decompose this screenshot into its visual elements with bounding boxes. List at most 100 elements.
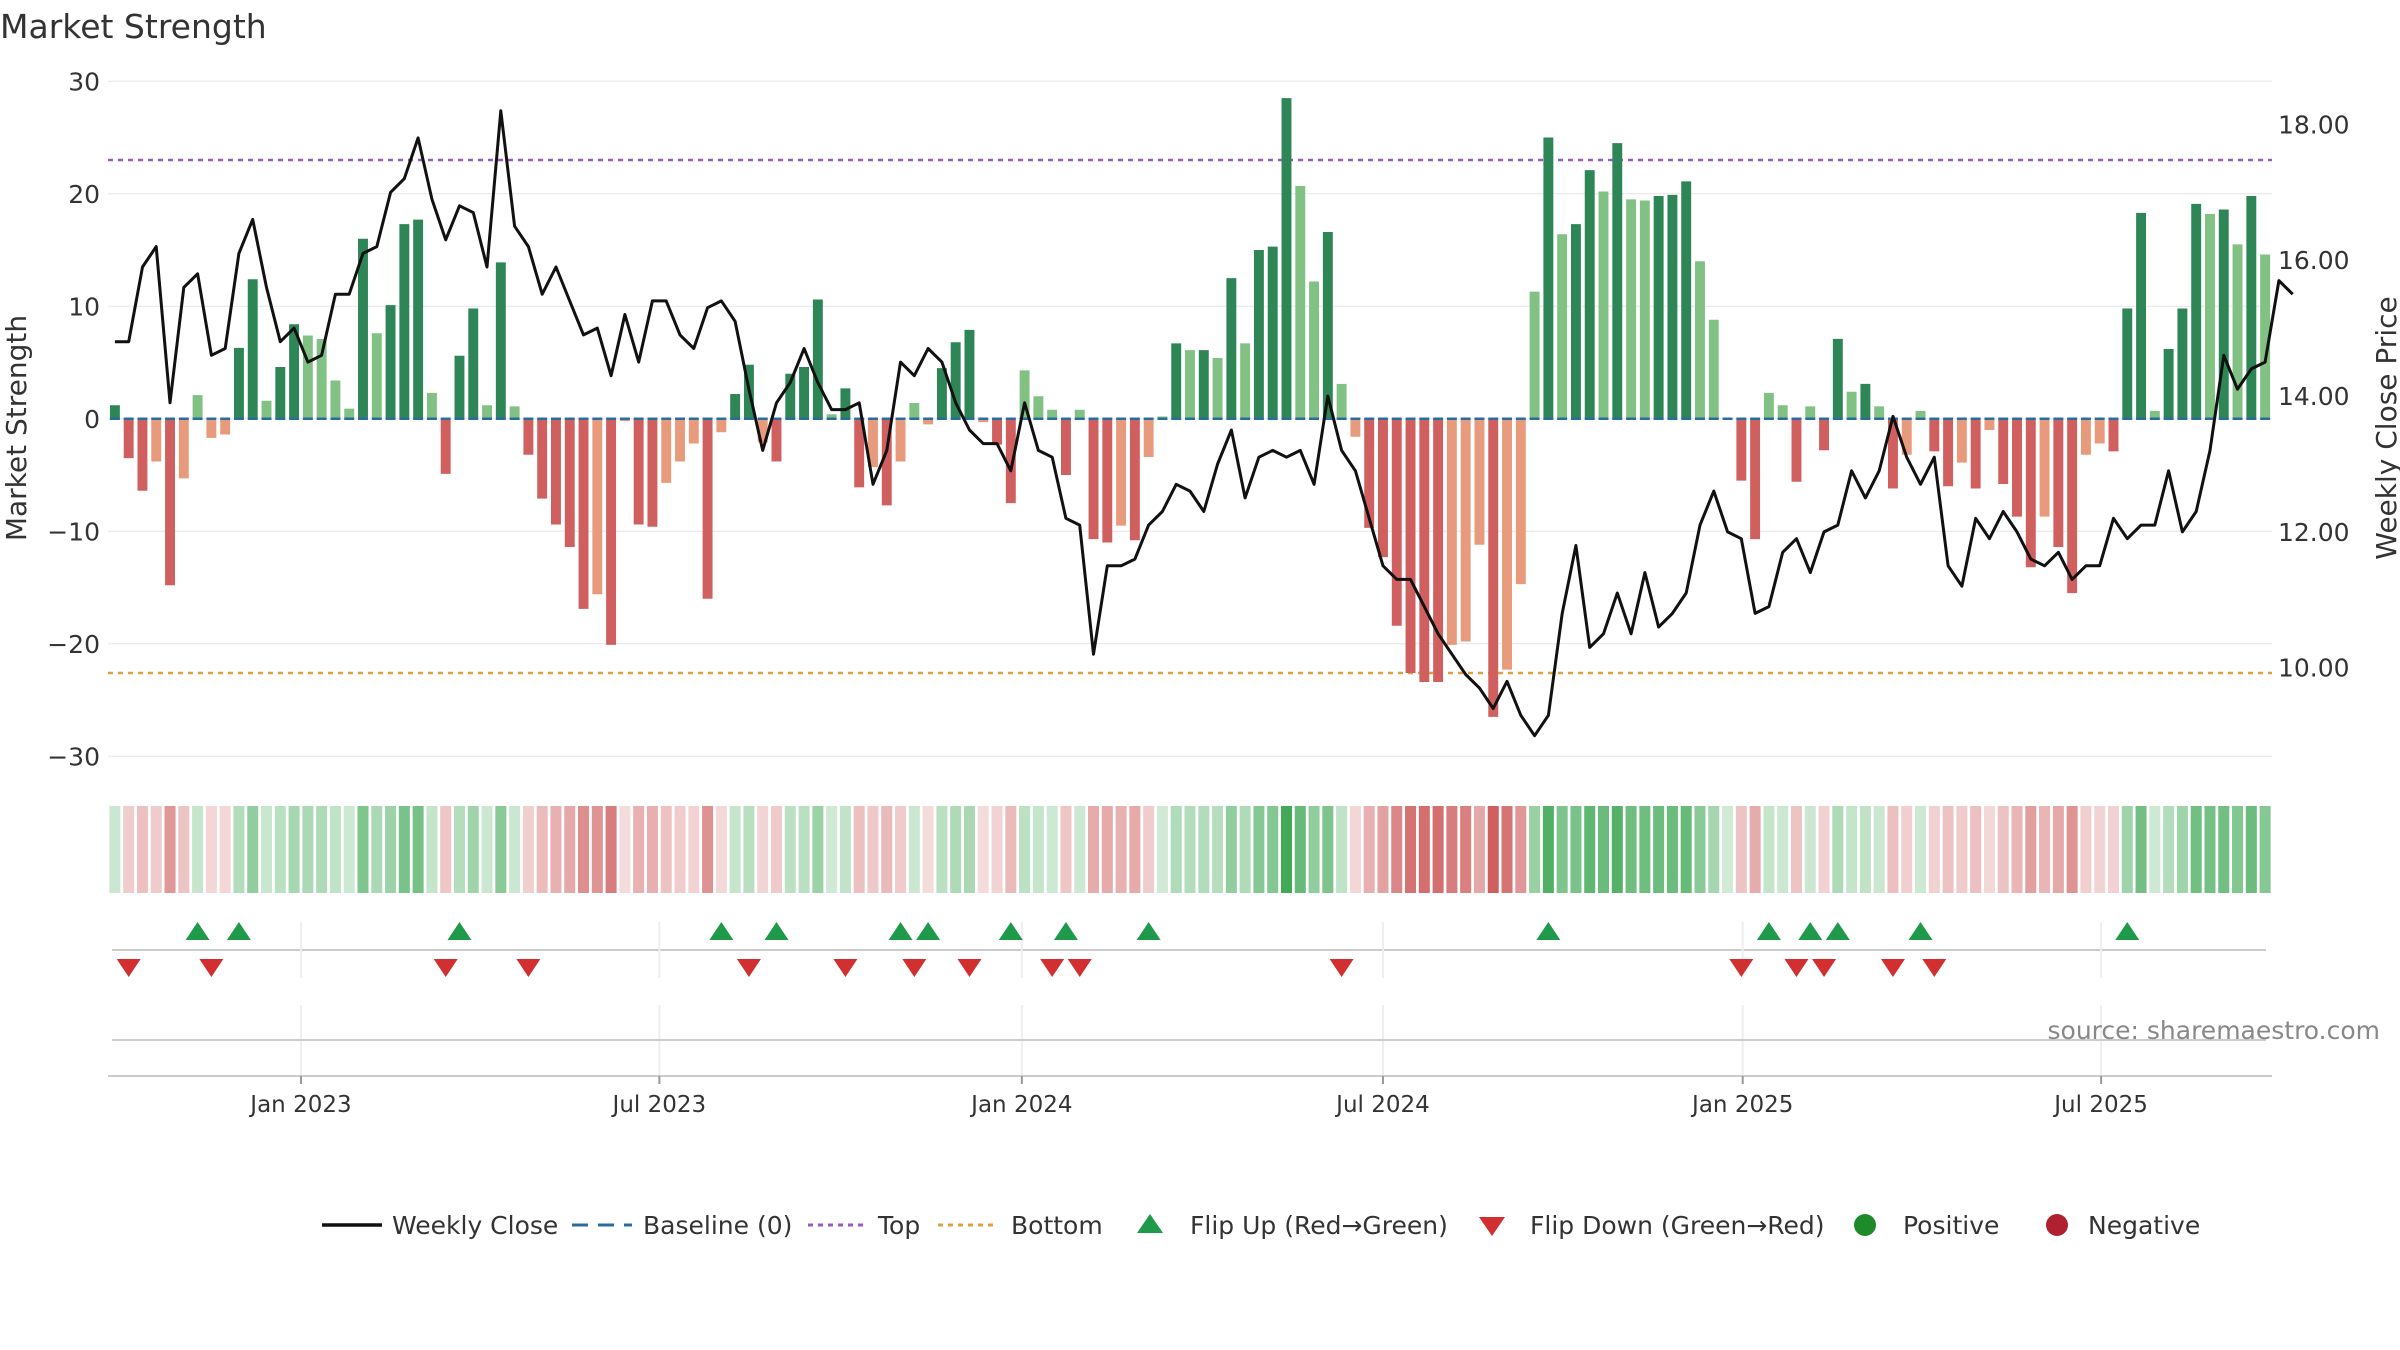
heat-cell xyxy=(247,806,259,893)
strength-bar xyxy=(1143,418,1154,457)
strength-bar xyxy=(1281,98,1292,419)
strength-bar xyxy=(192,395,203,419)
strength-bar xyxy=(1929,418,1940,452)
y-right-tick-label: 18.00 xyxy=(2278,110,2350,139)
heat-cell xyxy=(150,806,162,893)
heat-cell xyxy=(1239,806,1251,893)
strength-bar xyxy=(1846,391,1857,419)
heat-cell xyxy=(1818,806,1830,893)
legend-label: Baseline (0) xyxy=(643,1211,792,1240)
heat-cell xyxy=(2066,806,2078,893)
flip-down-marker xyxy=(957,959,982,977)
heat-cell xyxy=(302,806,314,893)
heat-cell xyxy=(522,806,534,893)
heat-cell xyxy=(2204,806,2216,893)
heat-cell xyxy=(1253,806,1265,893)
flip-up-marker xyxy=(1756,922,1781,940)
heat-cell xyxy=(715,806,727,893)
heat-cell xyxy=(1722,806,1734,893)
strength-bar xyxy=(1033,396,1044,419)
strength-bar xyxy=(550,418,561,525)
heat-cell xyxy=(1529,806,1541,893)
strength-bar xyxy=(1791,418,1802,482)
flip-down-marker xyxy=(1040,959,1065,977)
strength-bar xyxy=(895,418,906,462)
y-right-tick-label: 16.00 xyxy=(2278,246,2350,275)
strength-bar xyxy=(289,324,300,419)
strength-bar xyxy=(1488,418,1499,717)
heat-cell xyxy=(398,806,410,893)
heat-cell xyxy=(1873,806,1885,893)
heat-cell xyxy=(1694,806,1706,893)
strength-bar xyxy=(413,219,424,419)
strength-bar xyxy=(2246,196,2257,419)
heat-cell xyxy=(1901,806,1913,893)
heat-cell xyxy=(1032,806,1044,893)
strength-bar xyxy=(578,418,589,609)
strength-bar xyxy=(1763,392,1774,419)
strength-bar xyxy=(509,406,520,419)
heat-cell xyxy=(2039,806,2051,893)
heat-cell xyxy=(619,806,631,893)
strength-bar xyxy=(840,388,851,419)
flip-down-marker xyxy=(116,959,141,977)
strength-bar xyxy=(1364,418,1375,528)
heat-cell xyxy=(1267,806,1279,893)
heat-cell xyxy=(1060,806,1072,893)
strength-bar xyxy=(868,418,878,468)
flip-up-marker xyxy=(185,922,210,940)
strength-bar xyxy=(1970,418,1981,489)
heat-cell xyxy=(109,806,121,893)
heat-cell xyxy=(2094,806,2106,893)
strength-bar xyxy=(2025,418,2036,568)
heat-cell xyxy=(1212,806,1224,893)
heat-cell xyxy=(1570,806,1582,893)
flip-up-marker xyxy=(916,922,941,940)
strength-bar xyxy=(151,418,162,462)
flip-down-marker xyxy=(1067,959,1092,977)
legend-symbol-circle xyxy=(1854,1214,1876,1236)
strength-bar xyxy=(1736,418,1747,481)
strength-bar xyxy=(123,418,134,459)
heat-cell xyxy=(1997,806,2009,893)
heat-cell xyxy=(895,806,907,893)
heat-cell xyxy=(1225,806,1237,893)
strength-bar xyxy=(785,373,796,419)
strength-bar xyxy=(881,418,892,506)
strength-bar xyxy=(302,335,313,419)
strength-bar xyxy=(2108,418,2119,452)
y-left-tick-label: 20 xyxy=(68,180,100,209)
heat-cell xyxy=(467,806,479,893)
legend-label: Flip Up (Red→Green) xyxy=(1190,1211,1448,1240)
strength-bar xyxy=(1474,418,1485,545)
chart-title: Market Strength xyxy=(0,7,267,46)
strength-bar xyxy=(358,238,368,419)
x-tick-label: Jan 2025 xyxy=(1690,1092,1793,1118)
heat-cell xyxy=(1363,806,1375,893)
strength-bar xyxy=(109,405,120,419)
heat-cell xyxy=(702,806,714,893)
strength-bar xyxy=(2053,418,2064,547)
strength-bar xyxy=(1074,409,1085,419)
x-tick-label: Jul 2023 xyxy=(611,1092,707,1118)
heat-cell xyxy=(1487,806,1499,893)
heat-cell xyxy=(1597,806,1610,893)
heat-cell xyxy=(1170,806,1182,893)
heat-cell xyxy=(1446,806,1458,893)
heat-cell xyxy=(2011,806,2023,893)
strength-bar xyxy=(2149,410,2160,419)
flip-up-marker xyxy=(1798,922,1823,940)
heat-cell xyxy=(343,806,355,893)
heat-cell xyxy=(1280,806,1292,893)
strength-bar xyxy=(675,418,685,462)
heat-cell xyxy=(1322,806,1334,893)
x-tick-label: Jul 2025 xyxy=(2052,1092,2148,1118)
strength-bar xyxy=(1226,278,1237,419)
flip-up-marker xyxy=(998,922,1023,940)
strength-bar xyxy=(2136,212,2147,419)
heat-cell xyxy=(853,806,865,893)
flip-up-marker xyxy=(447,922,472,940)
heat-cell xyxy=(316,806,328,893)
flip-up-marker xyxy=(1536,922,1561,940)
heat-cell xyxy=(1942,806,1954,893)
